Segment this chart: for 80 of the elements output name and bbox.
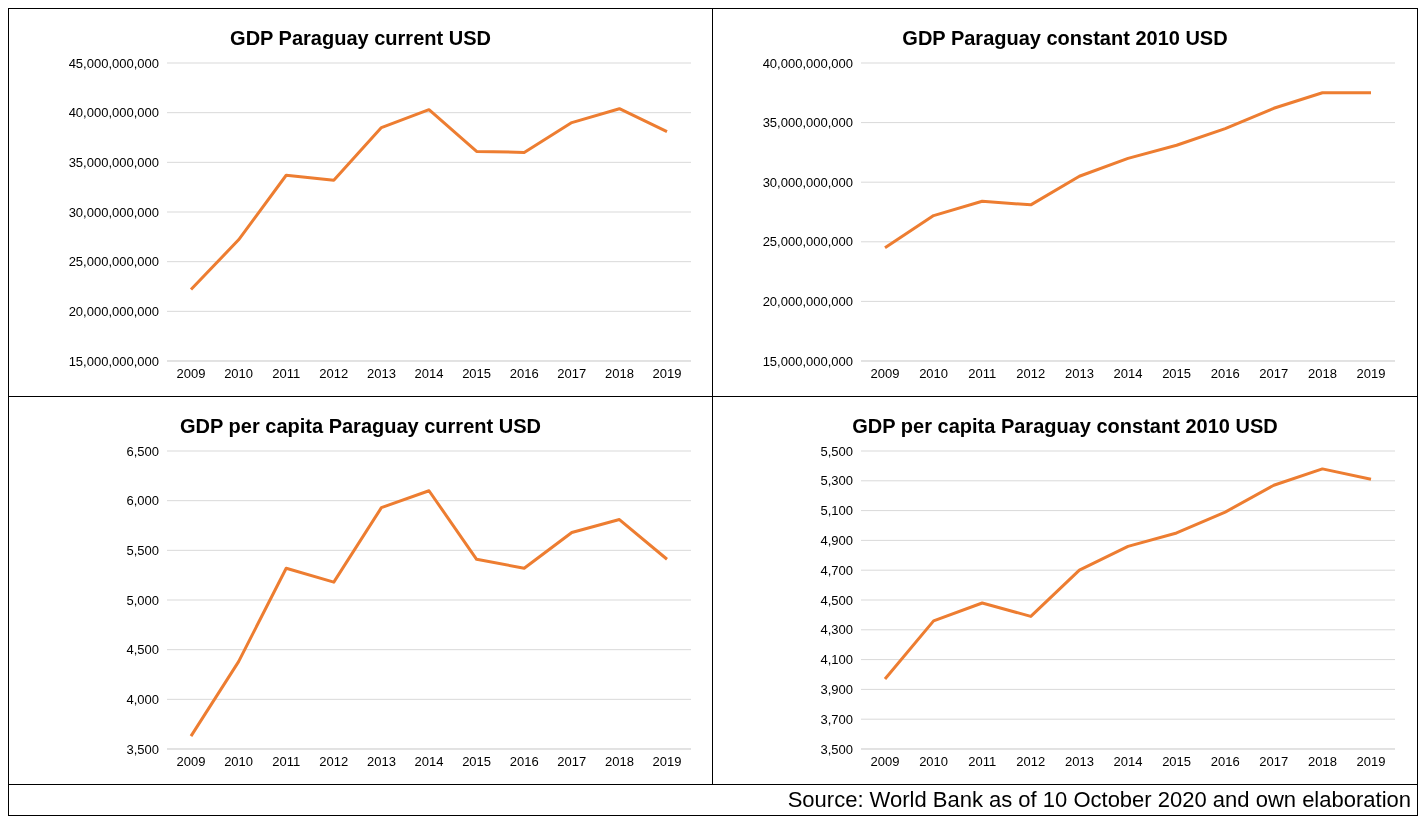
y-tick-label: 35,000,000,000: [762, 115, 853, 131]
y-tick-label: 15,000,000,000: [68, 353, 159, 369]
x-tick-label: 2016: [509, 366, 539, 382]
y-tick-label: 5,500: [125, 542, 159, 558]
x-tick-label: 2009: [176, 754, 205, 770]
y-tick-label: 4,300: [820, 622, 853, 638]
y-tick-label: 5,300: [820, 473, 853, 489]
x-tick-label: 2014: [414, 366, 443, 382]
x-tick-label: 2010: [223, 754, 253, 770]
x-tick-label: 2015: [461, 754, 491, 770]
chart-title: GDP Paraguay constant 2010 USD: [902, 27, 1228, 51]
y-tick-label: 35,000,000,000: [68, 154, 159, 170]
y-tick-label: 5,100: [820, 503, 853, 519]
x-tick-label: 2009: [870, 754, 900, 770]
y-tick-label: 20,000,000,000: [762, 294, 853, 310]
x-tick-label: 2014: [1113, 366, 1143, 382]
y-tick-label: 5,000: [125, 592, 159, 608]
x-tick-label: 2016: [509, 754, 539, 770]
y-tick-label: 25,000,000,000: [68, 254, 159, 270]
x-tick-label: 2017: [556, 366, 586, 382]
x-tick-label: 2019: [1356, 754, 1386, 770]
x-tick-label: 2019: [652, 366, 681, 382]
y-tick-label: 4,700: [820, 562, 853, 578]
x-tick-label: 2019: [1356, 366, 1386, 382]
x-tick-label: 2012: [1016, 754, 1046, 770]
y-tick-label: 6,500: [125, 443, 159, 459]
x-tick-label: 2017: [556, 754, 586, 770]
chart-title: GDP Paraguay current USD: [230, 27, 491, 51]
x-tick-label: 2017: [1259, 754, 1289, 770]
x-tick-label: 2011: [271, 754, 300, 770]
x-tick-label: 2012: [318, 754, 348, 770]
y-tick-label: 3,500: [820, 741, 853, 757]
y-tick-label: 4,000: [125, 691, 159, 707]
y-tick-label: 15,000,000,000: [762, 353, 853, 369]
y-tick-label: 30,000,000,000: [762, 174, 853, 190]
x-tick-label: 2013: [366, 754, 396, 770]
y-tick-label: 40,000,000,000: [762, 55, 853, 71]
x-tick-label: 2013: [1064, 754, 1094, 770]
x-tick-label: 2019: [652, 754, 681, 770]
y-tick-label: 3,900: [820, 682, 853, 698]
x-tick-label: 2018: [1307, 366, 1337, 382]
x-tick-label: 2011: [271, 366, 300, 382]
x-tick-label: 2018: [604, 366, 634, 382]
y-tick-label: 25,000,000,000: [762, 234, 853, 250]
x-tick-label: 2013: [366, 366, 396, 382]
x-tick-label: 2011: [968, 366, 997, 382]
y-tick-label: 45,000,000,000: [68, 55, 159, 71]
source-note: Source: World Bank as of 10 October 2020 and own elaboration: [786, 786, 1412, 814]
y-tick-label: 6,000: [125, 493, 159, 509]
y-tick-label: 5,500: [820, 443, 853, 459]
x-tick-label: 2012: [318, 366, 348, 382]
y-tick-label: 40,000,000,000: [68, 105, 159, 121]
x-tick-label: 2014: [1113, 754, 1143, 770]
y-tick-label: 4,500: [125, 642, 159, 658]
x-tick-label: 2015: [1162, 366, 1192, 382]
chart-title: GDP per capita Paraguay current USD: [180, 415, 541, 439]
x-tick-label: 2015: [461, 366, 491, 382]
x-tick-label: 2016: [1210, 366, 1240, 382]
y-tick-label: 4,500: [820, 592, 853, 608]
x-tick-label: 2012: [1016, 366, 1046, 382]
y-tick-label: 4,900: [820, 533, 853, 549]
x-tick-label: 2015: [1162, 754, 1192, 770]
x-tick-label: 2014: [414, 754, 443, 770]
x-tick-label: 2010: [919, 366, 949, 382]
x-tick-label: 2011: [968, 754, 997, 770]
x-tick-label: 2010: [223, 366, 253, 382]
x-tick-label: 2018: [604, 754, 634, 770]
x-tick-label: 2010: [919, 754, 949, 770]
y-tick-label: 3,700: [820, 711, 853, 727]
y-tick-label: 4,100: [820, 652, 853, 668]
y-tick-label: 20,000,000,000: [68, 303, 159, 319]
y-tick-label: 3,500: [125, 741, 159, 757]
y-tick-label: 30,000,000,000: [68, 204, 159, 220]
x-tick-label: 2009: [176, 366, 205, 382]
x-tick-label: 2013: [1064, 366, 1094, 382]
x-tick-label: 2017: [1259, 366, 1289, 382]
x-tick-label: 2016: [1210, 754, 1240, 770]
chart-title: GDP per capita Paraguay constant 2010 USD: [852, 415, 1278, 439]
x-tick-label: 2018: [1307, 754, 1337, 770]
x-tick-label: 2009: [870, 366, 900, 382]
